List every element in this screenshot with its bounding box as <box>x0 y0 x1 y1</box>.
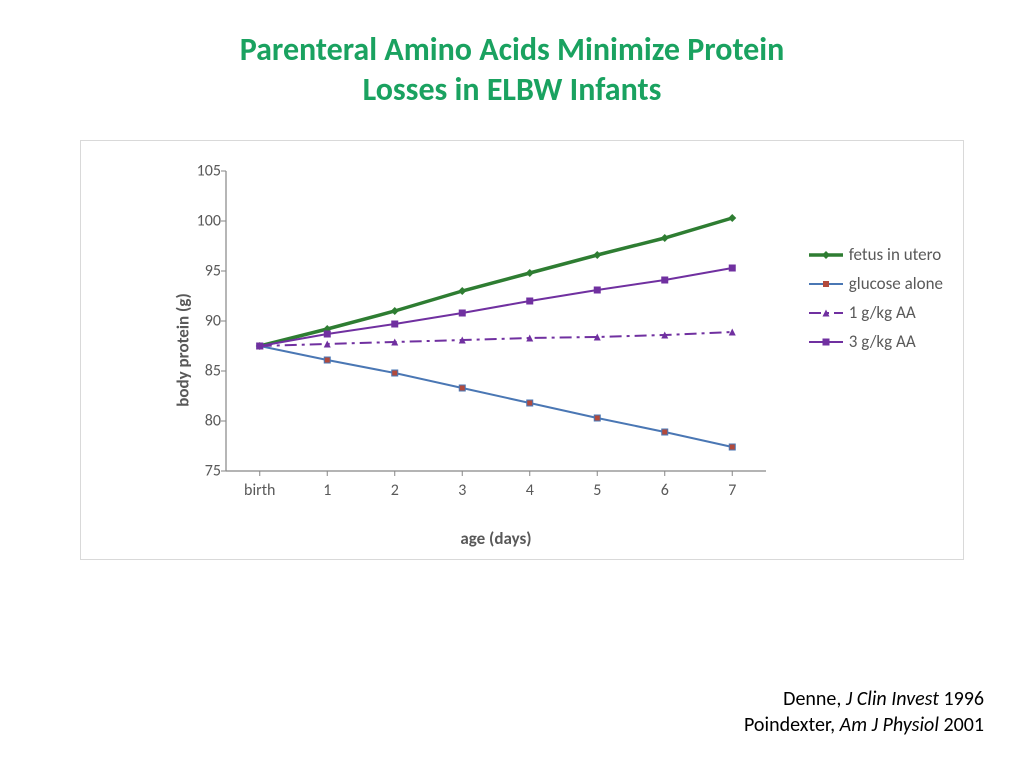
legend-label: fetus in utero <box>849 244 941 265</box>
x-tick-label: 6 <box>635 481 695 500</box>
y-tick-label: 90 <box>181 312 221 331</box>
x-tick-label: 2 <box>365 481 425 500</box>
x-tick-label: 7 <box>702 481 762 500</box>
citation-1: Denne, J Clin Invest 1996 <box>744 686 984 712</box>
legend-item: 1 g/kg AA <box>809 302 943 323</box>
y-tick-label: 100 <box>181 212 221 231</box>
y-tick-label: 85 <box>181 362 221 381</box>
title-line-1: Parenteral Amino Acids Minimize Protein <box>240 30 785 69</box>
chart-svg <box>226 171 766 471</box>
citation-journal: J Clin Invest <box>846 687 939 711</box>
citations: Denne, J Clin Invest 1996 Poindexter, Am… <box>744 686 984 738</box>
chart-legend: fetus in utero glucose alone 1 g/kg AA 3 g/… <box>809 236 943 360</box>
y-axis-label: body protein (g) <box>172 293 193 407</box>
legend-swatch <box>809 305 843 321</box>
legend-swatch <box>809 334 843 350</box>
chart-container: body protein (g) age (days) fetus in ute… <box>80 140 964 560</box>
x-tick-label: 1 <box>297 481 357 500</box>
y-tick-label: 75 <box>181 462 221 481</box>
x-tick-label: 3 <box>432 481 492 500</box>
legend-item: 3 g/kg AA <box>809 331 943 352</box>
citation-year: 1996 <box>943 687 984 711</box>
legend-label: 3 g/kg AA <box>849 331 916 352</box>
x-tick-label: 4 <box>500 481 560 500</box>
plot-area <box>226 171 766 471</box>
citation-2: Poindexter, Am J Physiol 2001 <box>744 712 984 738</box>
citation-year: 2001 <box>943 713 984 737</box>
legend-item: glucose alone <box>809 273 943 294</box>
slide-title: Parenteral Amino Acids Minimize Protein … <box>0 0 1024 120</box>
y-tick-label: 105 <box>181 162 221 181</box>
legend-label: glucose alone <box>849 273 943 294</box>
x-tick-label: birth <box>230 481 290 500</box>
citation-author: Poindexter, <box>744 713 835 737</box>
citation-author: Denne, <box>783 687 841 711</box>
x-axis-label: age (days) <box>226 528 766 549</box>
legend-label: 1 g/kg AA <box>849 302 916 323</box>
legend-swatch <box>809 247 843 263</box>
y-tick-label: 80 <box>181 412 221 431</box>
legend-swatch <box>809 276 843 292</box>
title-line-2: Losses in ELBW Infants <box>363 70 662 109</box>
x-tick-label: 5 <box>567 481 627 500</box>
y-tick-label: 95 <box>181 262 221 281</box>
citation-journal: Am J Physiol <box>840 713 939 737</box>
legend-item: fetus in utero <box>809 244 943 265</box>
